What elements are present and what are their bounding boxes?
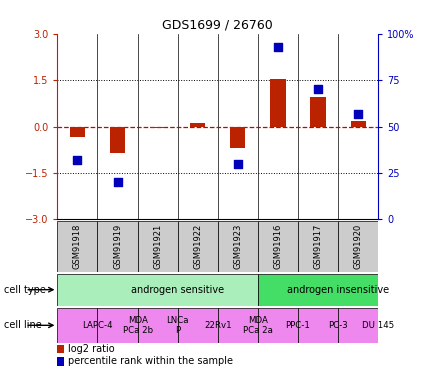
Bar: [178, 221, 218, 272]
Text: GSM91916: GSM91916: [273, 224, 283, 269]
Text: 22Rv1: 22Rv1: [204, 321, 232, 330]
Bar: [218, 308, 258, 343]
Point: [235, 160, 241, 166]
Text: PPC-1: PPC-1: [286, 321, 311, 330]
Bar: [338, 221, 378, 272]
Text: GSM91918: GSM91918: [73, 224, 82, 269]
Bar: [57, 308, 97, 343]
Bar: [258, 308, 298, 343]
Bar: [190, 123, 205, 127]
Text: percentile rank within the sample: percentile rank within the sample: [68, 357, 232, 366]
Text: androgen sensitive: androgen sensitive: [131, 285, 224, 295]
Bar: [57, 274, 258, 306]
Bar: [97, 308, 138, 343]
Text: cell line: cell line: [4, 320, 42, 330]
Bar: [178, 308, 218, 343]
Bar: [351, 121, 366, 127]
Bar: [338, 308, 378, 343]
Bar: [311, 97, 326, 127]
Text: DU 145: DU 145: [362, 321, 394, 330]
Point: [114, 179, 121, 185]
Text: LAPC-4: LAPC-4: [82, 321, 113, 330]
Title: GDS1699 / 26760: GDS1699 / 26760: [162, 18, 273, 31]
Text: log2 ratio: log2 ratio: [68, 344, 114, 354]
Text: MDA
PCa 2a: MDA PCa 2a: [243, 316, 273, 335]
Bar: [230, 127, 246, 148]
Text: GSM91919: GSM91919: [113, 224, 122, 269]
Text: GSM91922: GSM91922: [193, 224, 202, 269]
Text: GSM91917: GSM91917: [314, 224, 323, 269]
Bar: [138, 221, 178, 272]
Text: GSM91923: GSM91923: [233, 224, 242, 269]
Bar: [150, 127, 165, 128]
Text: PC-3: PC-3: [328, 321, 348, 330]
Bar: [298, 308, 338, 343]
Bar: [97, 221, 138, 272]
Bar: [298, 221, 338, 272]
Text: cell type: cell type: [4, 285, 46, 295]
Bar: [110, 127, 125, 153]
Text: GSM91920: GSM91920: [354, 224, 363, 269]
Text: LNCa
P: LNCa P: [167, 316, 189, 335]
Bar: [70, 127, 85, 137]
Point: [314, 87, 321, 93]
Point: [275, 44, 281, 50]
Bar: [258, 221, 298, 272]
Point: [74, 157, 81, 163]
Bar: [57, 221, 97, 272]
Bar: [258, 274, 378, 306]
Text: MDA
PCa 2b: MDA PCa 2b: [122, 316, 153, 335]
Text: GSM91921: GSM91921: [153, 224, 162, 269]
Bar: [218, 221, 258, 272]
Point: [355, 111, 362, 117]
Bar: [270, 79, 286, 127]
Bar: [138, 308, 178, 343]
Text: androgen insensitive: androgen insensitive: [287, 285, 389, 295]
